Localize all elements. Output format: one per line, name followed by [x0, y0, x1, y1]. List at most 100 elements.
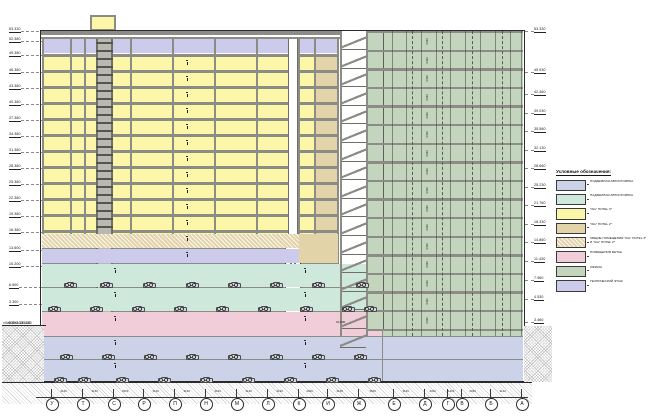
core-landing — [96, 202, 113, 204]
partition-wall — [172, 39, 174, 264]
legend-item[interactable]: "Ibis" HOTEL 2* — [556, 221, 648, 236]
retail-level — [42, 312, 382, 336]
facade-mullion — [465, 31, 466, 336]
legend-item[interactable]: ОБЩИЕ ПОМЕЩЕНИЯ "Ibis" HOTEL 3* И "Ibis"… — [556, 236, 648, 250]
human-figure — [186, 204, 188, 209]
elevation-value: 42.460 — [534, 90, 546, 96]
legend-dash — [587, 227, 590, 229]
grid-axis-bubble[interactable]: Р — [137, 398, 151, 411]
elevation-value: 28.380 — [9, 164, 21, 170]
grid-axis-bubble[interactable]: А — [515, 398, 529, 411]
elevation-leader-line — [20, 250, 54, 252]
elevation-label-right: 35.560 — [525, 127, 546, 133]
core-landing — [96, 90, 113, 92]
elevation-label-right: 21.760 — [525, 201, 546, 207]
facade-mullion — [421, 31, 422, 336]
elevation-label-right: 7.960 — [525, 276, 544, 282]
grid-axis-bubble[interactable]: Е — [387, 398, 401, 411]
grid-axis-bubble[interactable]: В — [455, 398, 469, 411]
floor-slab — [42, 134, 338, 137]
hotel2-band-upper — [314, 54, 338, 234]
elevation-leader-line — [525, 94, 534, 96]
floor-height-dimension: 3430 — [426, 75, 429, 82]
elevation-value: 6.600 — [9, 283, 19, 289]
grid-axis-bubble[interactable]: Ж — [352, 398, 366, 411]
elevation-leader-line — [525, 187, 534, 189]
elevation-leader-line — [525, 168, 534, 170]
facade-mullion — [450, 31, 451, 336]
car-symbol — [48, 306, 61, 312]
grid-axis-bubble[interactable]: Л — [261, 398, 275, 411]
elevation-value: 10.200 — [9, 262, 21, 268]
legend-item[interactable]: ТЕХНИЧЕСКИЙ ЭТАЖ — [556, 279, 648, 293]
stair-core-wall — [366, 31, 368, 336]
core-landing — [96, 210, 113, 212]
grid-axis-bubble[interactable]: Н — [199, 398, 213, 411]
floor-height-dimension: 3430 — [426, 168, 429, 175]
elevation-leader-line — [525, 261, 534, 263]
elevation-leader-line — [525, 280, 534, 282]
elevation-label-left: 10.200 — [9, 262, 54, 268]
elevation-value: 40.380 — [9, 100, 21, 106]
grid-axis-bubble[interactable]: Т — [76, 398, 90, 411]
legend-item[interactable]: ПОМЕЩЕНИЯ RETAIL — [556, 251, 648, 264]
elevation-label-left: 43.380 — [9, 84, 54, 90]
legend-swatch — [556, 280, 586, 292]
human-figure — [114, 363, 116, 368]
human-figure — [186, 92, 188, 97]
floor-height-dimension: 3430 — [426, 242, 429, 250]
elevation-label-left: 49.380 — [9, 51, 54, 57]
grid-axis-bubble[interactable]: С — [107, 398, 121, 411]
grid-axis-stem — [358, 389, 359, 398]
grid-axis-bubble[interactable]: И — [321, 398, 335, 411]
legend-item[interactable]: НАДЗЕМНАЯ АВТОСТОЯНКА — [556, 193, 648, 207]
legend-item[interactable]: ПОДЗЕМНАЯ АВТОСТОЯНКА — [556, 179, 648, 193]
legend-title: Условные обозначения: — [556, 169, 612, 176]
elevation-leader-line — [20, 31, 54, 33]
car-symbol — [144, 354, 157, 360]
legend-label: "Ibis" HOTEL 2* — [590, 221, 612, 226]
car-symbol — [54, 377, 67, 383]
grid-axis-bubble[interactable]: К — [292, 398, 306, 411]
elevation-label-left: 25.380 — [9, 180, 54, 186]
office-floor-slab — [366, 142, 523, 145]
car-symbol — [200, 377, 213, 383]
grid-axis-bubble[interactable]: Б — [484, 398, 498, 411]
elevation-value: 14.860 — [534, 238, 546, 244]
office-floor-slab — [366, 179, 523, 183]
elevation-value: 7.960 — [534, 276, 544, 282]
grid-span-dimension: 3100 — [91, 390, 99, 393]
grid-axis-bubble[interactable]: Г — [441, 398, 455, 411]
legend-item[interactable]: "Ibis" HOTEL 3* — [556, 208, 648, 221]
floor-height-dimension: 3430 — [426, 38, 429, 45]
stair-flight — [340, 54, 366, 69]
elevation-value: 28.660 — [534, 164, 546, 170]
grid-span-dimension: 3100 — [60, 390, 68, 393]
legend-item[interactable]: ОФИСЫ — [556, 265, 648, 279]
elevation-leader-line — [20, 168, 54, 170]
partition-wall — [256, 39, 258, 264]
grid-axis-baseline — [36, 397, 528, 398]
elevation-label-left: 13.600 — [9, 246, 54, 252]
grid-axis-bubble[interactable]: П — [168, 398, 182, 411]
grid-axis-bubble[interactable]: Д — [418, 398, 432, 411]
stair-flight — [340, 259, 366, 274]
elevation-leader-line — [18, 287, 52, 289]
elevation-label-left: 40.380 — [9, 100, 54, 106]
secondary-level-marker: ±0.000 — [336, 320, 346, 324]
grid-axis-bubble[interactable]: У — [45, 398, 59, 411]
common-areas-band — [42, 234, 314, 248]
elevation-value: 22.380 — [9, 196, 21, 202]
core-landing — [96, 146, 113, 148]
elevation-value: 52.380 — [9, 37, 21, 43]
core-landing — [96, 66, 113, 68]
car-symbol — [364, 306, 377, 312]
parking-above-level-2 — [42, 288, 382, 311]
human-figure — [114, 268, 116, 273]
grid-axis-bubble[interactable]: М — [230, 398, 244, 411]
ground-level-line — [2, 325, 46, 326]
grid-span-dimension: 3100 — [402, 390, 410, 393]
legend-panel: Условные обозначения: ПОДЗЕМНАЯ АВТОСТОЯ… — [556, 160, 648, 295]
floor-height-dimension: 3430 — [426, 93, 429, 101]
